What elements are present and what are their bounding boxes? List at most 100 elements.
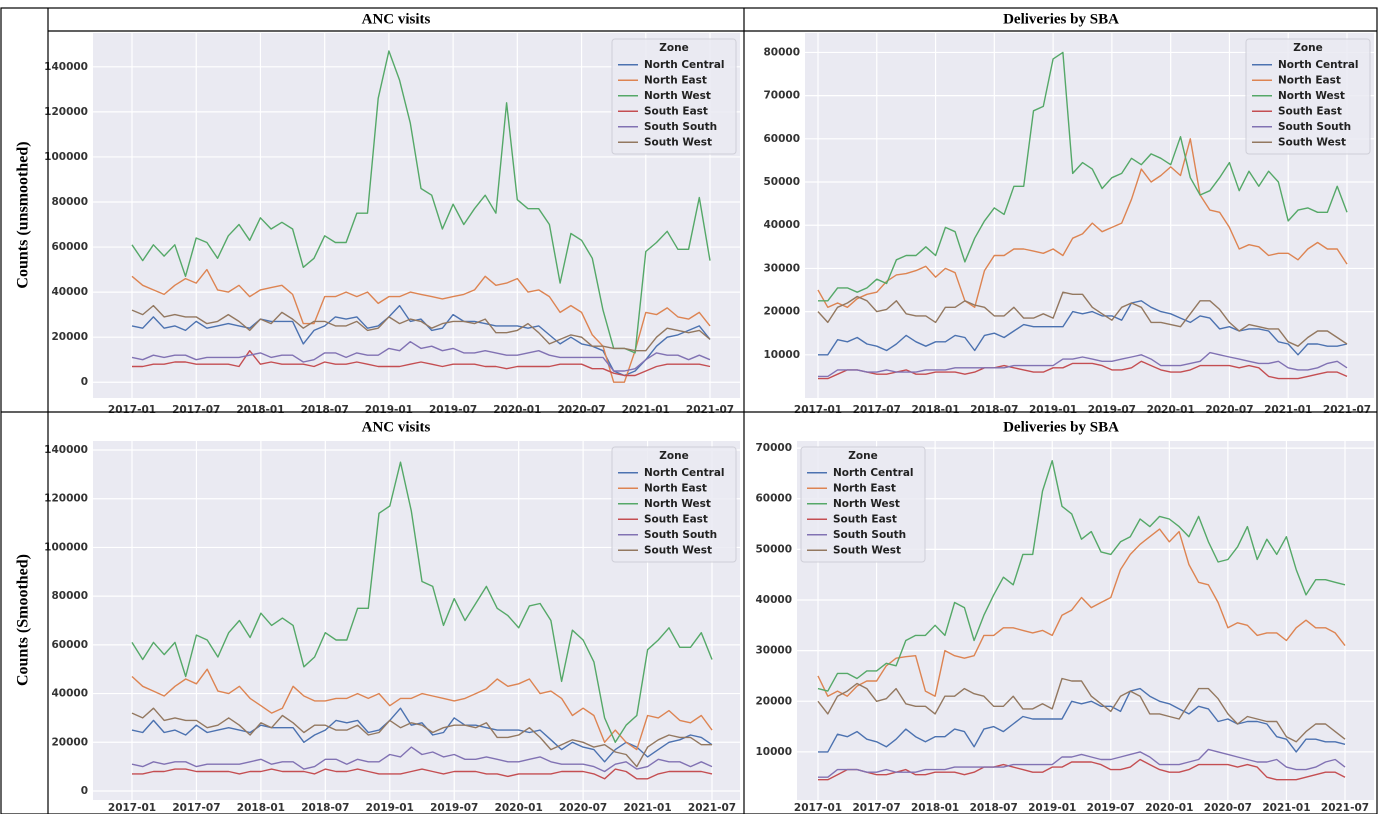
x-tick-label: 2020-01 <box>495 802 543 814</box>
series-line <box>131 461 713 743</box>
x-tick-label: 2019-01 <box>1029 404 1077 416</box>
x-tick-label: 2017-01 <box>108 802 156 814</box>
y-tick-label: 120000 <box>44 106 88 118</box>
legend-title: Zone <box>659 42 688 54</box>
chart-panel: Deliveries by SBA 10000 20000 30000 40000 500… <box>763 11 1374 416</box>
x-tick-label: 2018-01 <box>911 802 959 814</box>
legend: Zone North Central North East North West Sou… <box>611 446 737 563</box>
y-tick-label: 0 <box>81 376 88 388</box>
y-tick-label: 40000 <box>51 286 88 298</box>
series-line <box>131 304 711 352</box>
series-line <box>818 748 1346 778</box>
y-tick-label: 0 <box>81 785 88 797</box>
legend-label: South East <box>644 105 708 117</box>
x-tick-label: 2021-01 <box>622 404 670 416</box>
y-tick-label: 80000 <box>51 196 88 208</box>
y-tick-label: 20000 <box>51 736 88 748</box>
x-tick-label: 2021-07 <box>688 802 736 814</box>
y-tick-label: 80000 <box>763 46 800 58</box>
series-line <box>818 51 1348 302</box>
series-line <box>817 460 1346 692</box>
y-tick-label: 10000 <box>755 746 792 758</box>
y-tick-label: 30000 <box>755 645 792 657</box>
x-tick-label: 2017-01 <box>108 404 156 416</box>
y-tick-label: 20000 <box>763 306 800 318</box>
chart-panel: ANC visits Counts (unsmoothed) 0 20000 40000… <box>15 11 740 416</box>
legend-box <box>800 446 926 563</box>
x-tick-label: 2018-01 <box>237 802 285 814</box>
y-tick-label: 60000 <box>755 493 792 505</box>
legend-label: North West <box>833 498 900 510</box>
legend-label: South West <box>833 544 901 556</box>
legend-label: North Central <box>644 59 725 71</box>
legend: Zone North Central North East North West Sou… <box>611 38 737 155</box>
x-tick-label: 2017-07 <box>853 404 901 416</box>
x-tick-label: 2018-07 <box>301 404 349 416</box>
legend-label: South West <box>644 544 712 556</box>
plots: ANC visits Counts (unsmoothed) 0 20000 40000… <box>15 11 1374 814</box>
x-tick-label: 2021-07 <box>686 404 734 416</box>
y-tick-label: 20000 <box>51 331 88 343</box>
x-tick-label: 2019-01 <box>366 802 414 814</box>
x-tick-label: 2018-07 <box>301 802 349 814</box>
y-tick-label: 140000 <box>44 444 88 456</box>
legend-label: North West <box>1278 90 1345 102</box>
chart-panel: ANC visits Counts (Smoothed) 0 20000 40000 60… <box>15 419 740 814</box>
series-line <box>818 351 1348 378</box>
legend-label: South East <box>644 513 708 525</box>
legend-label: South West <box>1278 136 1346 148</box>
legend-label: South South <box>644 529 717 541</box>
legend-label: North Central <box>1278 59 1359 71</box>
legend-title: Zone <box>1293 42 1322 54</box>
series-line <box>131 746 713 773</box>
y-tick-label: 40000 <box>763 219 800 231</box>
series-line <box>132 350 711 377</box>
x-tick-label: 2018-07 <box>970 802 1018 814</box>
legend: Zone North Central North East North West Sou… <box>1245 38 1371 155</box>
chart-title: Deliveries by SBA <box>1003 419 1119 435</box>
x-tick-label: 2020-07 <box>1204 802 1252 814</box>
legend-title: Zone <box>848 450 877 462</box>
series-line <box>818 687 1346 753</box>
legend-label: North East <box>644 482 707 494</box>
legend-label: South East <box>1278 105 1342 117</box>
chart-title: ANC visits <box>362 419 431 435</box>
y-axis-label: Counts (Smoothed) <box>15 554 32 686</box>
series-line <box>817 291 1348 347</box>
y-tick-label: 50000 <box>755 543 792 555</box>
series-line <box>818 300 1348 356</box>
legend-label: South West <box>644 136 712 148</box>
legend-title: Zone <box>659 450 688 462</box>
x-tick-label: 2018-01 <box>236 404 284 416</box>
y-tick-label: 70000 <box>763 90 800 102</box>
series-line <box>131 341 711 372</box>
y-tick-label: 40000 <box>755 594 792 606</box>
series-line <box>817 528 1346 697</box>
x-tick-label: 2018-07 <box>970 404 1018 416</box>
x-tick-label: 2020-01 <box>1145 802 1193 814</box>
legend-label: North East <box>1278 74 1341 86</box>
chart-panel: Deliveries by SBA 10000 20000 30000 40000 500… <box>755 419 1374 814</box>
legend-label: South South <box>644 121 717 133</box>
series-line <box>818 360 1348 380</box>
x-tick-label: 2019-01 <box>1028 802 1076 814</box>
y-tick-label: 80000 <box>51 590 88 602</box>
y-tick-label: 120000 <box>44 493 88 505</box>
x-tick-label: 2020-07 <box>557 404 605 416</box>
legend-label: North Central <box>644 467 725 479</box>
x-tick-label: 2019-07 <box>430 802 478 814</box>
x-tick-label: 2021-01 <box>1262 802 1310 814</box>
frame-border <box>0 7 1378 814</box>
x-tick-label: 2021-07 <box>1321 802 1369 814</box>
legend-label: North West <box>644 90 711 102</box>
series-line <box>132 768 713 780</box>
series-line <box>131 268 711 383</box>
legend-box <box>611 446 737 563</box>
y-tick-label: 140000 <box>44 61 88 73</box>
x-tick-label: 2020-01 <box>1147 404 1195 416</box>
legend-label: North East <box>833 482 896 494</box>
legend-label: South South <box>833 529 906 541</box>
series-line <box>818 758 1346 781</box>
legend-label: North West <box>644 498 711 510</box>
